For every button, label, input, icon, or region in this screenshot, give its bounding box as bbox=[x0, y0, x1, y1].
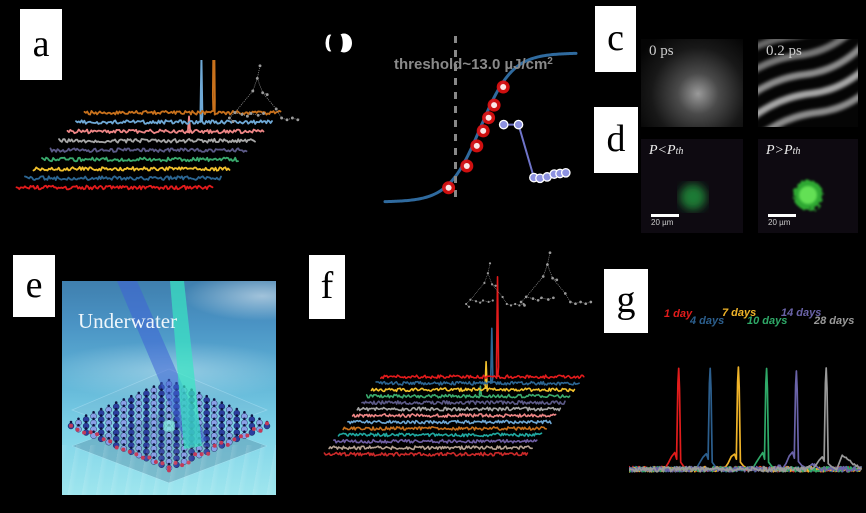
svg-text:threshold~13.0 µJ/cm2: threshold~13.0 µJ/cm2 bbox=[394, 56, 553, 74]
